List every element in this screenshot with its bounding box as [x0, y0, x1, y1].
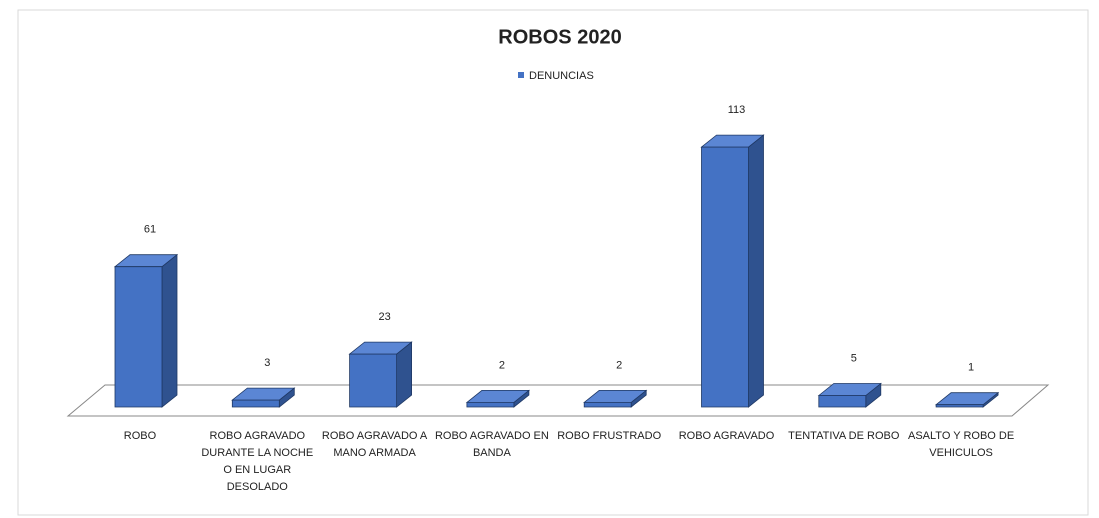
data-label: 1: [968, 362, 974, 374]
bar: [231, 387, 296, 408]
bar: [583, 389, 648, 408]
bar: [934, 391, 1000, 408]
x-tick-label: ROBO AGRAVADO EN BANDA: [434, 430, 549, 459]
bar-front: [818, 395, 867, 408]
x-tick-label: ASALTO Y ROBO DE VEHICULOS: [908, 430, 1015, 459]
bar: [465, 389, 531, 408]
bar-side: [161, 253, 178, 408]
x-tick-label: ROBO AGRAVADO A MANO ARMADA: [321, 430, 428, 459]
bar-front: [935, 404, 984, 408]
x-tick-label: ROBO FRUSTRADO: [557, 430, 662, 442]
legend-label: DENUNCIAS: [529, 70, 594, 82]
data-label: 5: [851, 352, 857, 364]
bar-front: [701, 146, 749, 408]
bar-side: [748, 134, 764, 408]
floor: [66, 384, 1050, 417]
bar-front: [466, 401, 515, 408]
bar: [348, 341, 413, 408]
bar-front: [349, 353, 398, 408]
data-label: 61: [144, 224, 156, 236]
data-label: 2: [616, 359, 622, 371]
data-label: 2: [499, 359, 505, 371]
x-tick-label: TENTATIVA DE ROBO: [788, 430, 900, 442]
data-label: 3: [264, 357, 270, 369]
bar: [700, 134, 765, 408]
x-tick-label: ROBO AGRAVADO DURANTE LA NOCHE O EN LUGA…: [201, 430, 314, 493]
bar-front: [583, 401, 632, 408]
bar: [113, 253, 179, 408]
bar-front: [114, 266, 163, 408]
bar: [817, 382, 882, 408]
data-label: 113: [728, 104, 746, 116]
chart-border: [17, 9, 1089, 516]
chart-title: ROBOS 2020: [498, 26, 621, 48]
bar-front: [231, 399, 280, 408]
x-tick-label: ROBO AGRAVADO: [678, 430, 775, 442]
legend-swatch: [518, 72, 524, 78]
x-tick-label: ROBO: [123, 430, 157, 442]
data-label: 23: [378, 311, 390, 323]
